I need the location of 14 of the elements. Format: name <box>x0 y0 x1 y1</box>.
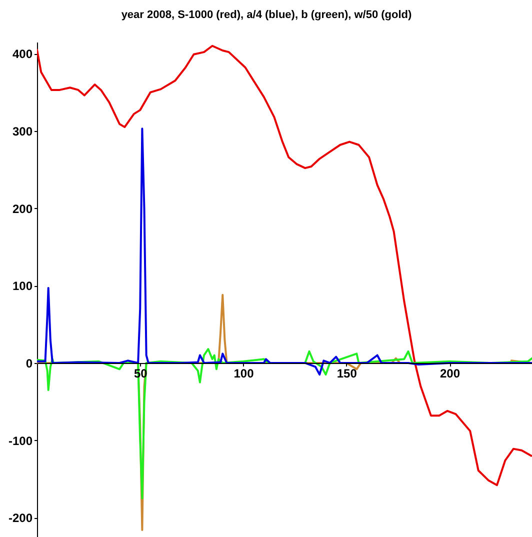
y-tick-label: -200 <box>8 511 33 526</box>
y-tick-label: -100 <box>8 434 33 448</box>
x-tick-label: 100 <box>234 366 254 380</box>
y-tick-label: 400 <box>12 47 33 62</box>
chart-title: year 2008, S-1000 (red), a/4 (blue), b (green), w/50 (gold) <box>121 9 412 21</box>
y-tick-label: 200 <box>12 202 33 216</box>
y-tick-label: 0 <box>26 356 33 370</box>
x-tick-label: 150 <box>336 366 358 380</box>
line-series <box>37 128 532 376</box>
y-tick-label: 100 <box>12 279 33 294</box>
y-tick-label: 300 <box>12 124 33 138</box>
line-series <box>37 44 532 486</box>
line-series <box>37 348 532 500</box>
x-tick-label: 200 <box>440 366 460 380</box>
